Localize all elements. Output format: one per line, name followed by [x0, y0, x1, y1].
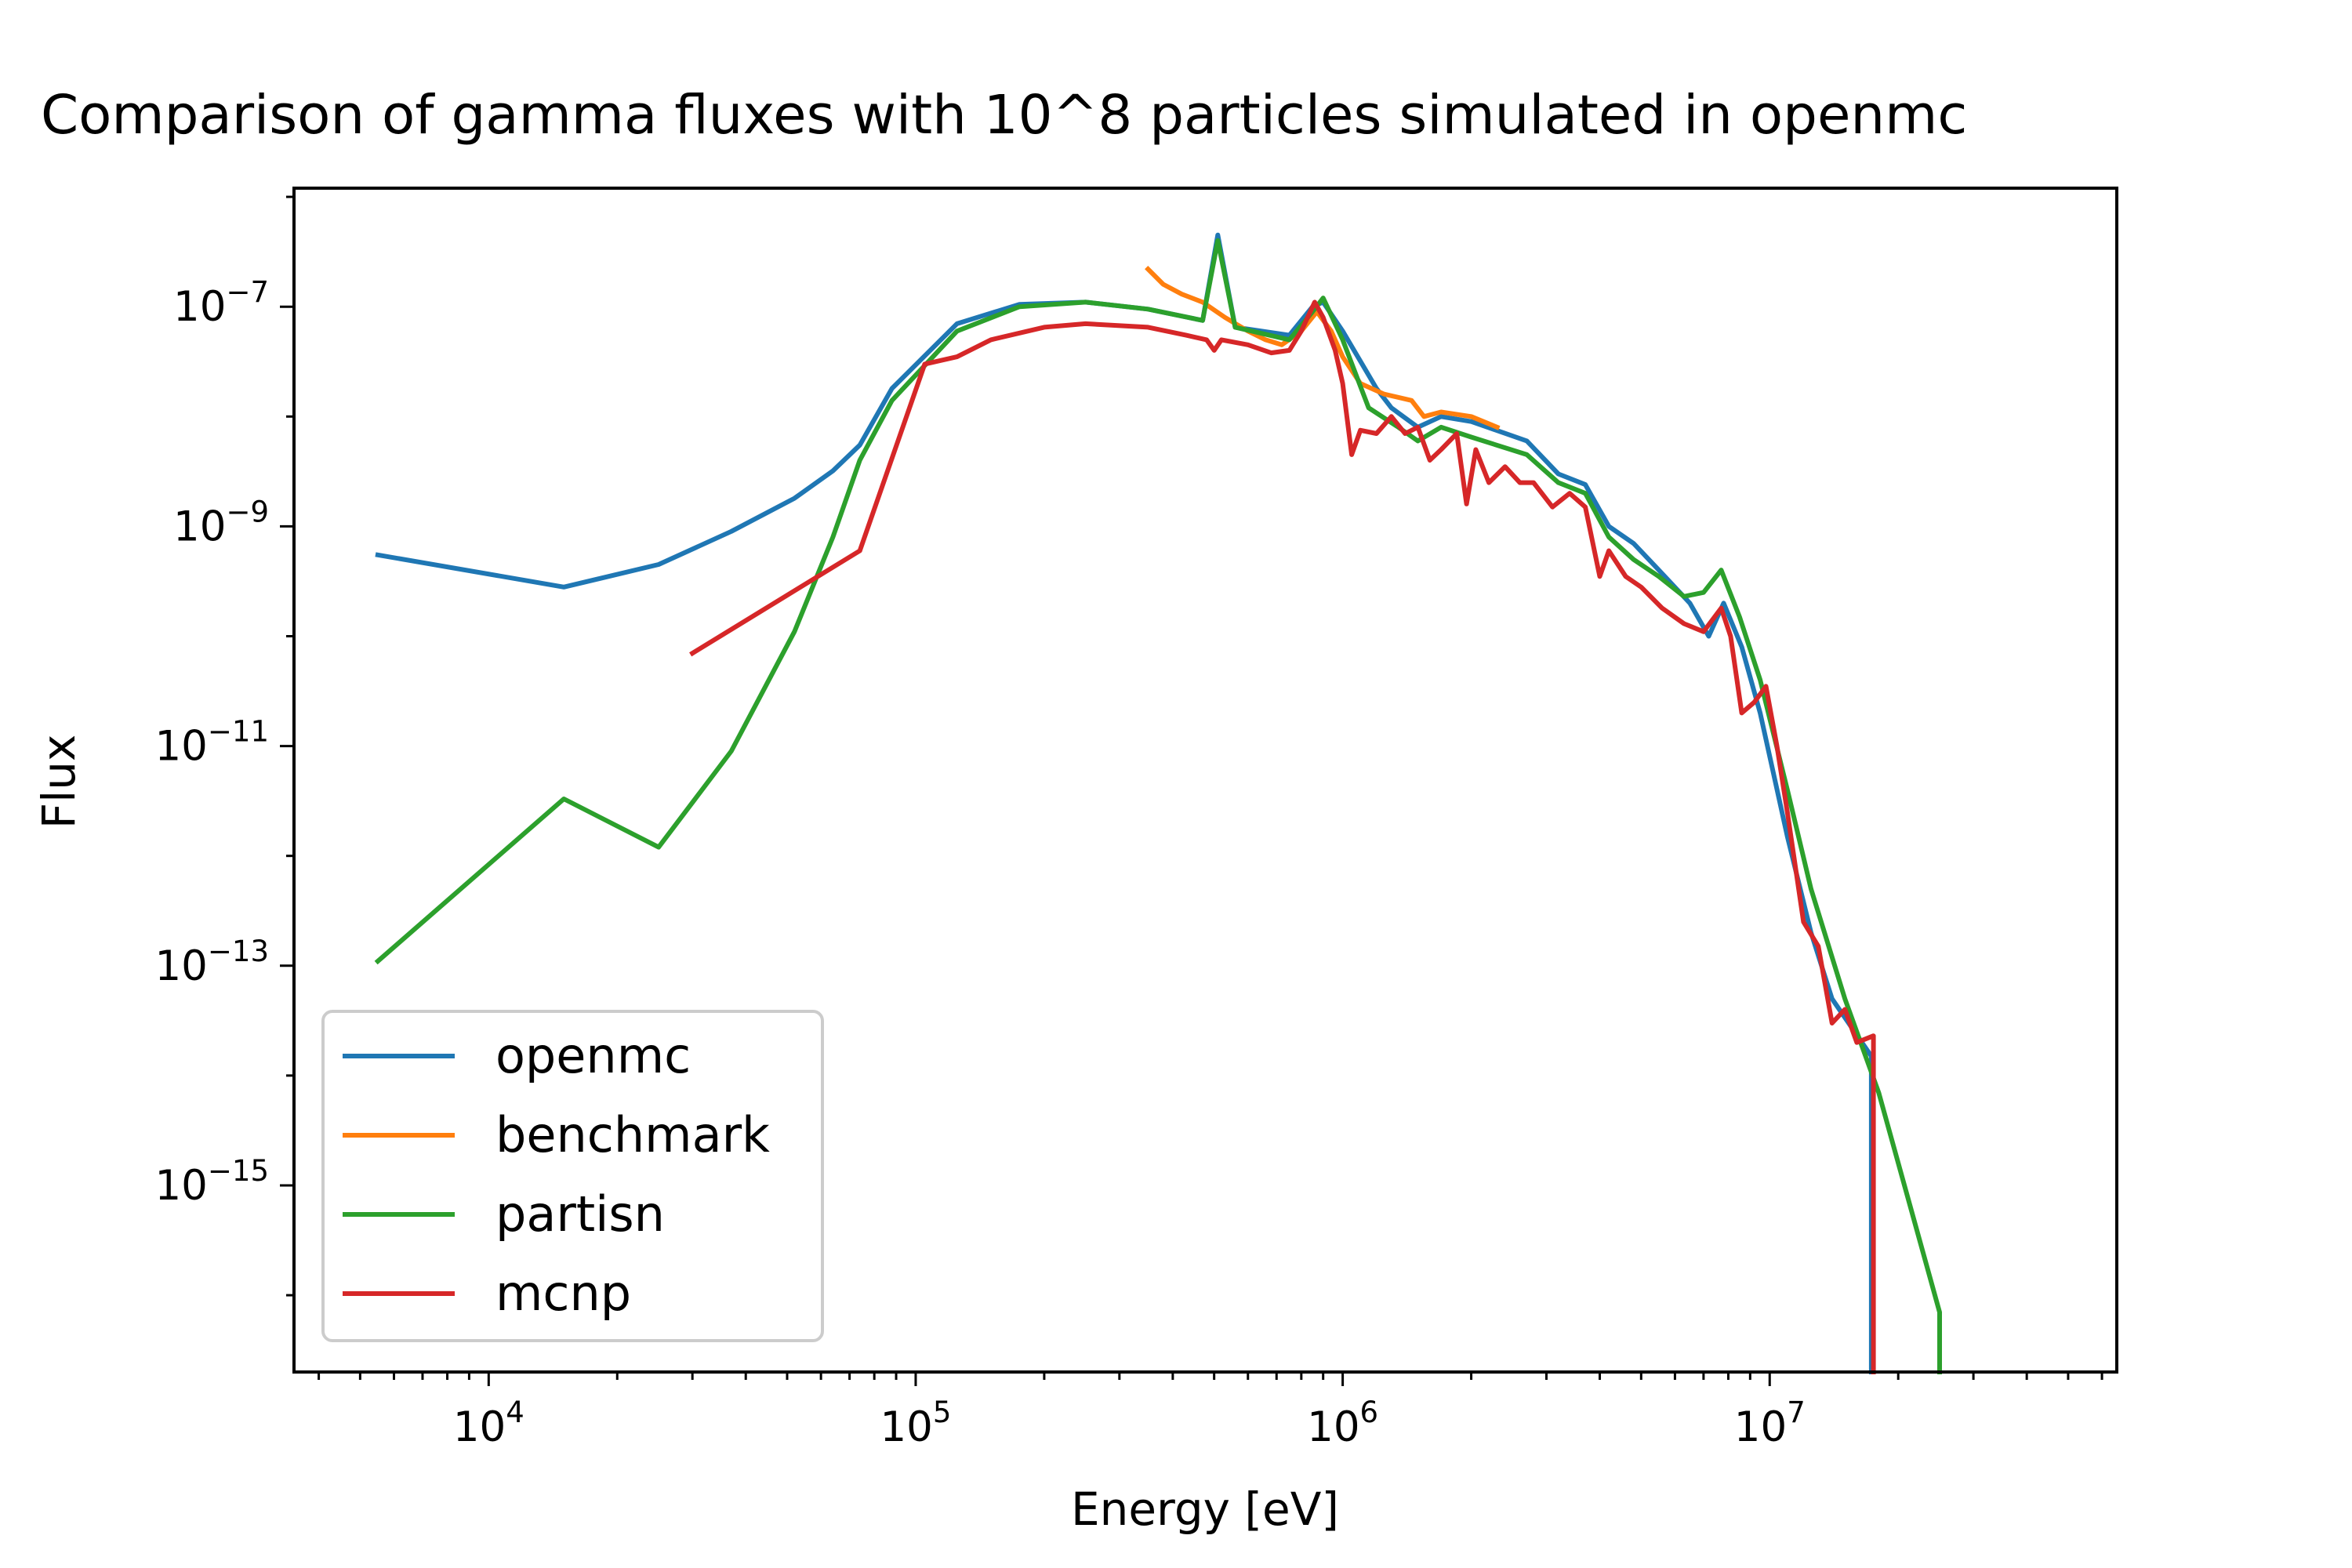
x-tick-label: 105 [880, 1396, 951, 1451]
legend-label-partisn: partisn [495, 1185, 665, 1243]
series-layer [374, 232, 1942, 1374]
legend-label-openmc: openmc [495, 1027, 691, 1084]
legend-box [321, 1010, 824, 1342]
y-tick-label: 10−9 [173, 495, 269, 550]
y-tick-label: 10−13 [154, 935, 269, 990]
legend: openmc benchmark partisn mcnp [321, 1010, 824, 1342]
series-line-benchmark [1145, 265, 1501, 430]
legend-entries: openmc benchmark partisn mcnp [343, 1027, 770, 1322]
chart-title: Comparison of gamma fluxes with 10^8 par… [41, 84, 1967, 147]
x-tick-label: 106 [1307, 1396, 1378, 1451]
x-tick-label: 107 [1734, 1396, 1806, 1451]
y-tick-label: 10−7 [173, 275, 269, 331]
x-axis-ticks: 104 105 106 107 [318, 1372, 2103, 1451]
y-tick-label: 10−15 [154, 1154, 269, 1210]
legend-label-benchmark: benchmark [495, 1106, 770, 1163]
y-axis-label: Flux [32, 735, 85, 829]
y-axis-ticks: 10−7 10−9 10−11 10−13 10−15 [154, 195, 294, 1297]
y-tick-label: 10−11 [154, 715, 269, 771]
x-axis-label: Energy [eV] [1071, 1483, 1339, 1536]
plot-area-frame [292, 187, 2118, 1374]
series-line-openmc [375, 232, 1874, 1374]
series-line-mcnp [689, 299, 1876, 1374]
legend-label-mcnp: mcnp [495, 1265, 631, 1322]
x-tick-label: 104 [453, 1396, 524, 1451]
